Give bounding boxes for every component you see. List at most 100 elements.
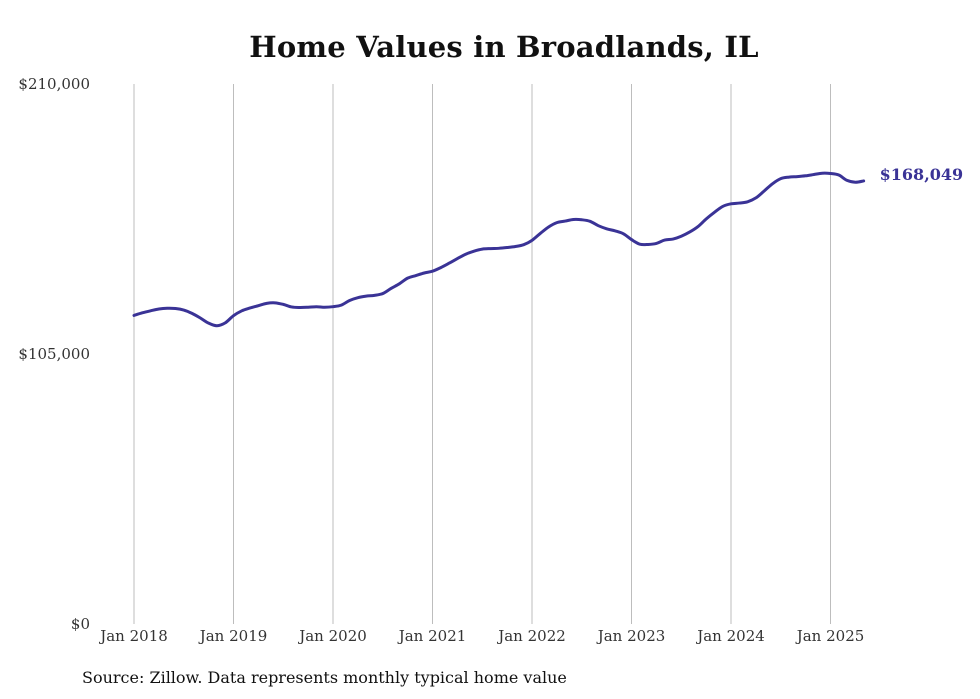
- source-note: Source: Zillow. Data represents monthly …: [82, 668, 567, 687]
- x-tick-label: Jan 2025: [795, 627, 865, 645]
- data-point: [688, 231, 690, 233]
- x-tick-label: Jan 2024: [695, 627, 765, 645]
- data-point: [821, 172, 823, 174]
- data-point: [174, 307, 176, 309]
- data-point: [738, 202, 740, 204]
- gridlines: [133, 84, 831, 624]
- y-tick-label: $105,000: [18, 345, 90, 363]
- data-point: [473, 250, 475, 252]
- data-point: [390, 287, 392, 289]
- y-tick-label: $0: [71, 615, 90, 633]
- data-point: [373, 294, 375, 296]
- data-point: [672, 238, 674, 240]
- x-axis-ticks: Jan 2018 Jan 2019 Jan 2020 Jan 2021 Jan 2022…: [98, 627, 864, 645]
- series-layer: [132, 171, 866, 328]
- data-point: [216, 325, 218, 327]
- data-point: [183, 309, 185, 311]
- data-point: [556, 221, 558, 223]
- data-point: [655, 242, 657, 244]
- data-point: [249, 307, 251, 309]
- data-point: [605, 228, 607, 230]
- data-point: [730, 203, 732, 205]
- data-point: [365, 295, 367, 297]
- data-point: [489, 247, 491, 249]
- data-point: [547, 226, 549, 228]
- data-point: [199, 317, 201, 319]
- data-point: [440, 266, 442, 268]
- data-point: [705, 218, 707, 220]
- data-point: [340, 304, 342, 306]
- data-point: [307, 306, 309, 308]
- data-point: [647, 243, 649, 245]
- data-point: [257, 304, 259, 306]
- data-point: [149, 310, 151, 312]
- data-point: [771, 183, 773, 185]
- data-point: [133, 314, 135, 316]
- data-point: [241, 310, 243, 312]
- data-point: [299, 306, 301, 308]
- data-point: [506, 246, 508, 248]
- data-point: [780, 177, 782, 179]
- x-tick-label: Jan 2022: [496, 627, 566, 645]
- line-chart: $0$105,000$210,000 Jan 2018 Jan 2019 Jan 2…: [18, 75, 964, 645]
- y-axis-ticks: $0 $105,000 $210,000: [18, 75, 90, 633]
- data-point: [406, 277, 408, 279]
- data-point: [481, 248, 483, 250]
- end-value-label: $168,049: [880, 165, 964, 184]
- data-point: [464, 253, 466, 255]
- chart-title: Home Values in Broadlands, IL: [249, 30, 759, 64]
- x-tick-label: Jan 2018: [98, 627, 168, 645]
- data-point: [862, 180, 864, 182]
- data-point: [290, 306, 292, 308]
- data-point: [838, 174, 840, 176]
- data-point: [564, 220, 566, 222]
- y-tick-label: $210,000: [18, 75, 90, 93]
- data-point: [315, 305, 317, 307]
- data-point: [431, 270, 433, 272]
- data-point: [639, 243, 641, 245]
- data-point: [382, 292, 384, 294]
- data-point: [141, 312, 143, 314]
- data-point: [166, 307, 168, 309]
- data-point: [282, 303, 284, 305]
- data-point: [514, 245, 516, 247]
- data-point: [813, 173, 815, 175]
- data-point: [456, 257, 458, 259]
- data-point: [804, 175, 806, 177]
- x-tick-label: Jan 2021: [397, 627, 467, 645]
- data-point: [589, 220, 591, 222]
- data-point: [713, 211, 715, 213]
- data-point: [829, 172, 831, 174]
- data-point: [539, 232, 541, 234]
- data-point: [572, 218, 574, 220]
- data-point: [614, 230, 616, 232]
- data-point: [788, 176, 790, 178]
- data-point: [348, 299, 350, 301]
- data-point: [697, 226, 699, 228]
- end-label-layer: $168,049: [880, 165, 964, 184]
- data-point: [722, 205, 724, 207]
- data-point: [423, 272, 425, 274]
- x-tick-label: Jan 2023: [596, 627, 666, 645]
- data-point: [498, 247, 500, 249]
- data-point: [207, 322, 209, 324]
- data-point: [630, 238, 632, 240]
- data-point: [663, 239, 665, 241]
- data-point: [854, 181, 856, 183]
- data-point: [158, 308, 160, 310]
- data-point: [846, 179, 848, 181]
- data-point: [796, 175, 798, 177]
- data-point: [523, 244, 525, 246]
- data-point: [746, 201, 748, 203]
- data-point: [332, 305, 334, 307]
- data-point: [224, 322, 226, 324]
- data-point: [265, 302, 267, 304]
- data-point: [755, 197, 757, 199]
- data-point: [415, 274, 417, 276]
- data-point: [581, 219, 583, 221]
- data-point: [622, 232, 624, 234]
- data-point: [680, 235, 682, 237]
- data-point: [274, 302, 276, 304]
- data-point: [763, 190, 765, 192]
- data-point: [398, 283, 400, 285]
